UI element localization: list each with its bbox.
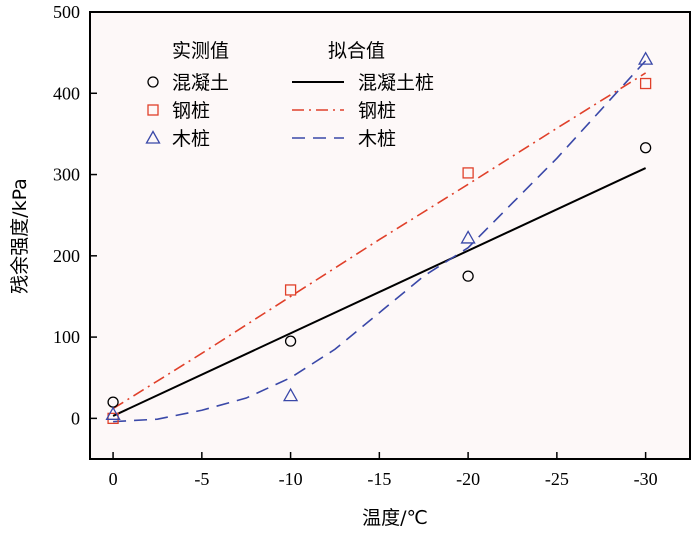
legend-marker-square	[147, 104, 159, 116]
fit-lines	[112, 60, 647, 423]
fit-line-2	[112, 72, 647, 410]
data-point-triangle	[282, 387, 299, 402]
data-point-triangle	[105, 406, 121, 420]
x-axis-ticks: 0 -5 -10 -15 -20 -25 -30	[109, 452, 658, 489]
y-tick-label: 300	[53, 165, 80, 185]
x-tick-label: 0	[109, 469, 118, 489]
legend-fitted-label: 混凝土桩	[358, 72, 434, 94]
y-tick-label: 200	[53, 246, 80, 266]
y-tick-label: 400	[53, 83, 80, 103]
data-point-triangle	[638, 51, 654, 65]
y-axis-label: 残余强度/kPa	[9, 178, 31, 294]
y-tick-label: 100	[53, 327, 80, 347]
legend-measured-header: 实测值	[172, 40, 229, 62]
data-point-circle	[639, 142, 652, 154]
x-tick-label: -10	[279, 469, 303, 489]
x-tick-label: -15	[367, 469, 391, 489]
x-tick-label: -25	[545, 469, 569, 489]
legend-fitted-label: 钢桩	[358, 100, 396, 122]
data-points	[105, 51, 654, 425]
legend-marker-circle	[147, 76, 159, 88]
fit-line-3	[113, 60, 647, 423]
legend-marker-triangle	[145, 130, 161, 144]
legend-fitted-label: 木桩	[358, 128, 396, 150]
data-point-square	[107, 412, 119, 425]
x-tick-label: -5	[194, 469, 209, 489]
plot-frame	[89, 11, 691, 460]
x-axis-label: 温度/℃	[362, 507, 428, 529]
data-point-square	[639, 77, 652, 90]
legend-measured-label: 木桩	[172, 128, 210, 150]
legend-fitted-header: 拟合值	[328, 40, 385, 62]
fit-line-1	[112, 167, 647, 417]
legend-measured-label: 混凝土	[172, 72, 229, 94]
x-tick-label: -20	[456, 469, 480, 489]
x-tick-label: -30	[634, 469, 658, 489]
data-point-circle	[284, 335, 297, 347]
y-axis-ticks: 0 100 200 300 400 500	[53, 2, 97, 428]
plot-background	[90, 12, 690, 459]
y-tick-label: 0	[71, 408, 80, 428]
data-point-circle	[462, 270, 474, 282]
data-point-square	[284, 284, 297, 296]
data-point-triangle	[460, 230, 476, 244]
legend-measured-label: 钢桩	[172, 100, 210, 122]
data-point-square	[462, 167, 474, 179]
y-tick-label: 500	[53, 2, 80, 22]
